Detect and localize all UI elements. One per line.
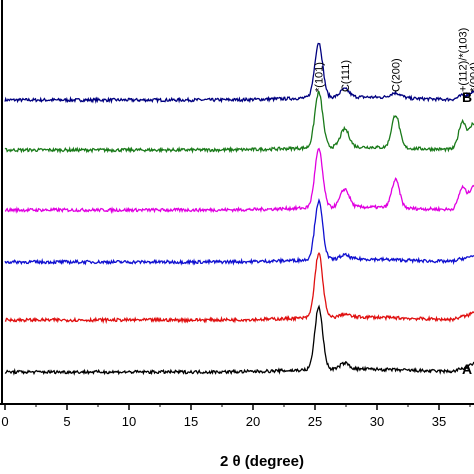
x-tick-label: 20 [246,414,260,429]
series-line-1 [4,42,474,105]
series-curves [4,42,474,376]
x-tick-label: 0 [1,414,8,429]
x-axis-label: 2 θ (degree) [220,453,304,470]
x-tick-label: 30 [370,414,384,429]
peak-annotation: +(112)/*(103) [458,28,470,92]
series-label: A [462,361,472,377]
x-axis-ticks: 0510152025303540455055 [1,404,471,429]
series-line-2 [4,90,474,154]
series-line-3 [4,147,474,215]
x-tick-label: 5 [63,414,70,429]
series-label: B [462,89,472,105]
x-tick-label: 15 [184,414,198,429]
series-line-4 [4,198,474,266]
peak-annotation: *(101) [314,62,326,92]
series-line-5 [4,251,474,325]
peak-annotations: *(101)C(111)C(200)+(112)/*(103)*(004)C(2… [314,28,474,92]
x-tick-label: 25 [308,414,322,429]
series-line-6 [4,304,474,376]
peak-annotation: C(200) [391,58,403,92]
x-tick-label: 10 [122,414,136,429]
series-labels: BA [462,89,472,377]
peak-annotation: *(004) [469,62,474,92]
x-tick-label: 35 [432,414,446,429]
peak-annotation: C(111) [340,60,352,92]
